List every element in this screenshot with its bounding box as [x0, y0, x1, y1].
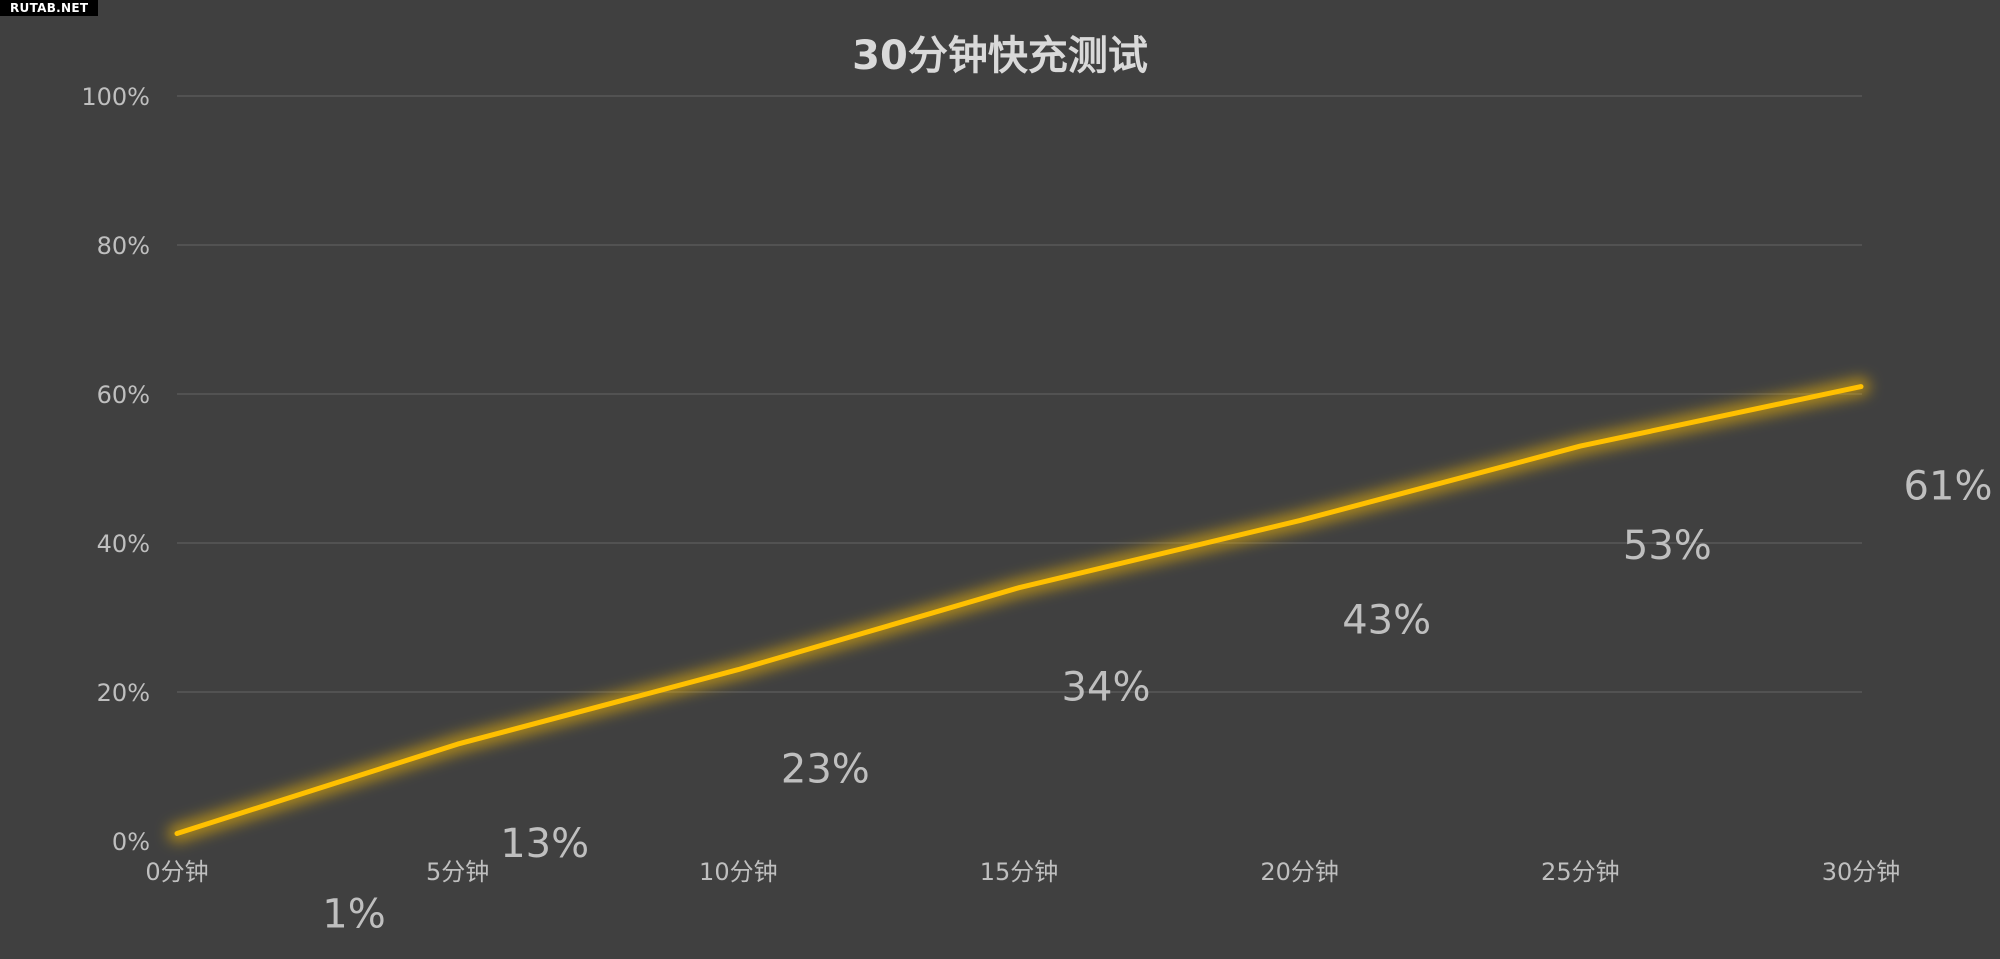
gridlines — [177, 95, 1862, 693]
y-tick-label: 60% — [97, 381, 150, 409]
x-tick-label: 10分钟 — [699, 858, 778, 886]
watermark-logo: RUTAB.NET — [0, 0, 99, 16]
chart-title: 30分钟快充测试 — [852, 33, 1148, 79]
x-tick-label: 20分钟 — [1260, 858, 1339, 886]
y-axis-tick-labels: 0% 20% 40% 60% 80% 100% — [81, 83, 150, 856]
data-label: 61% — [1904, 464, 1993, 510]
y-tick-label: 0% — [112, 828, 150, 856]
x-tick-label: 0分钟 — [145, 858, 208, 886]
data-label: 43% — [1342, 598, 1431, 644]
data-label: 53% — [1623, 523, 1712, 569]
data-label: 34% — [1062, 665, 1151, 711]
x-tick-label: 30分钟 — [1822, 858, 1901, 886]
series-line-glow — [168, 377, 1870, 843]
series-charge-level — [168, 377, 1870, 843]
y-tick-label: 80% — [97, 232, 150, 260]
x-tick-label: 5分钟 — [426, 858, 489, 886]
data-label: 1% — [322, 892, 385, 938]
series-line — [174, 384, 1864, 836]
y-tick-label: 40% — [97, 530, 150, 558]
x-tick-label: 15分钟 — [980, 858, 1059, 886]
x-tick-label: 25分钟 — [1541, 858, 1620, 886]
data-label: 23% — [781, 747, 870, 793]
y-tick-label: 100% — [81, 83, 150, 111]
data-label: 13% — [500, 821, 589, 867]
data-labels: 1% 13% 23% 34% 43% 53% 61% — [322, 464, 1992, 938]
x-axis-tick-labels: 0分钟 5分钟 10分钟 15分钟 20分钟 25分钟 30分钟 — [145, 858, 1900, 886]
y-tick-label: 20% — [97, 679, 150, 707]
